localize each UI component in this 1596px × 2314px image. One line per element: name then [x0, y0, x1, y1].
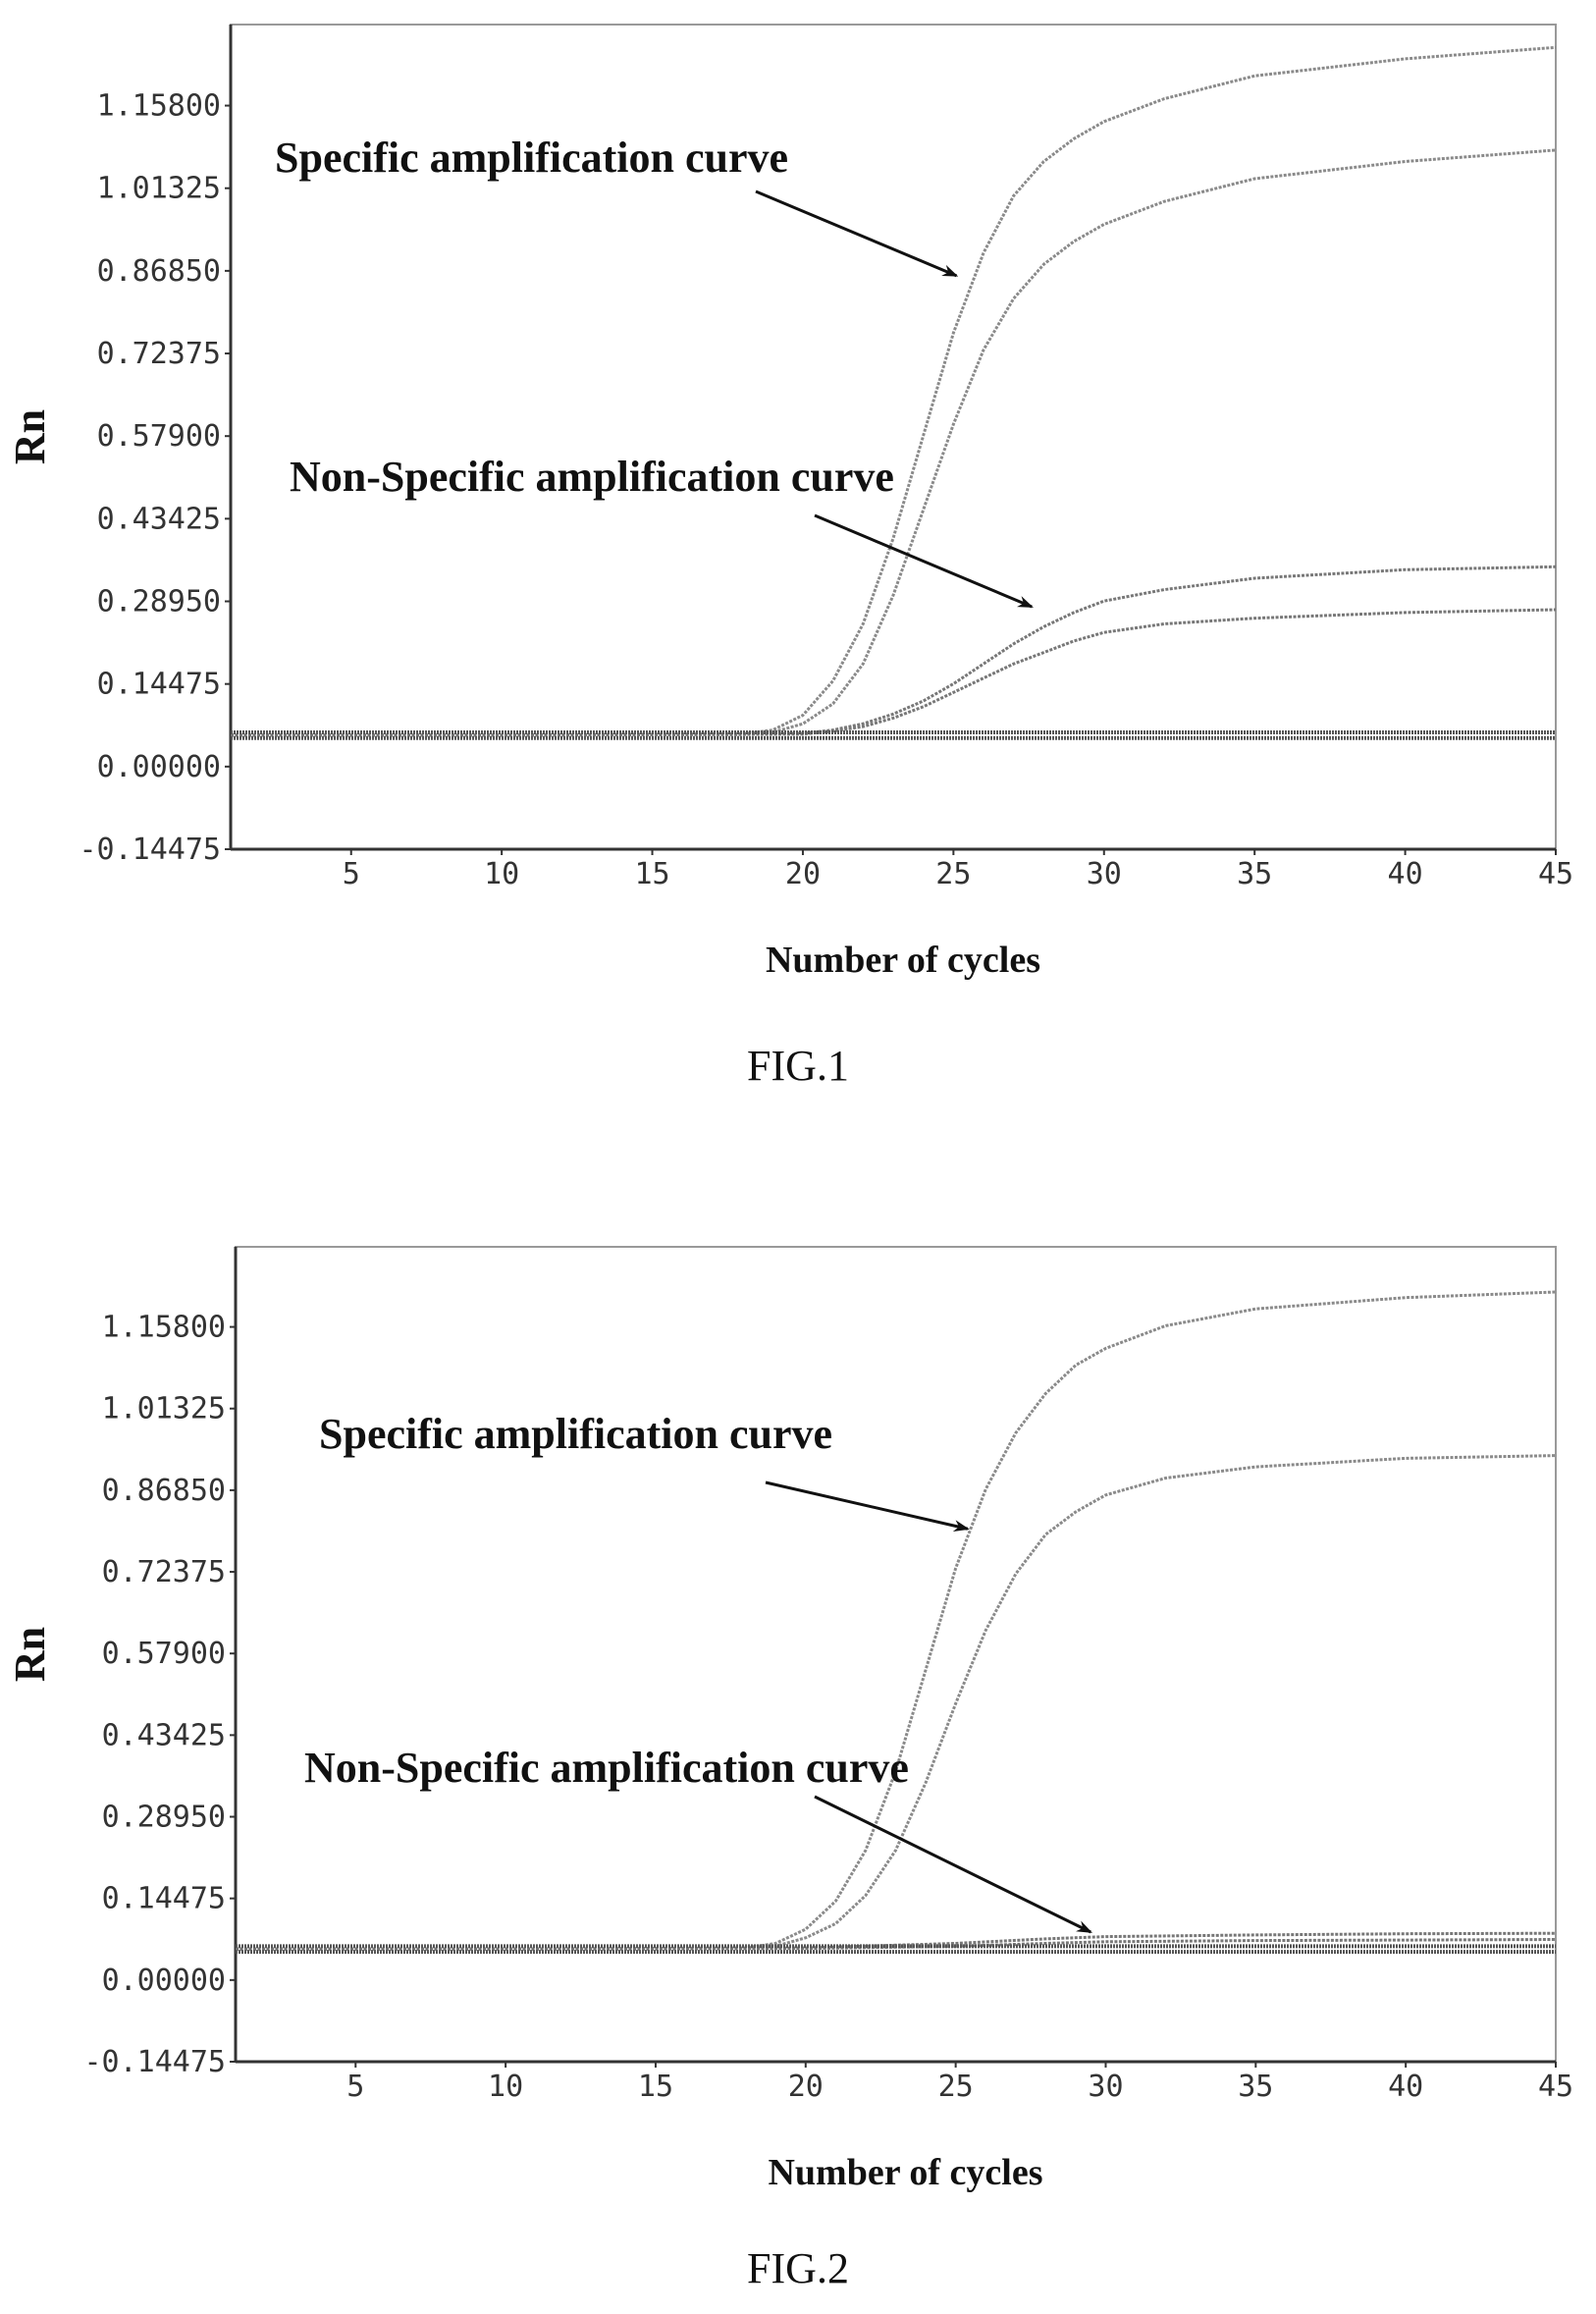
y-tick-label: 0.28950 [102, 1801, 226, 1835]
y-tick-label: 0.43425 [102, 1718, 226, 1752]
plot-area [230, 24, 1557, 850]
x-tick-label: 30 [1087, 857, 1122, 891]
annotation-arrow [814, 513, 1034, 609]
x-tick-label: 35 [1237, 857, 1272, 891]
y-tick-label: 1.01325 [102, 1392, 226, 1426]
y-tick-label: 0.28950 [97, 585, 221, 619]
y-tick-label: 0.14475 [97, 668, 221, 702]
y-tick-label: 1.01325 [97, 172, 221, 206]
x-tick-label: 15 [634, 857, 669, 891]
x-tick-label: 5 [343, 857, 360, 891]
x-tick-label: 15 [638, 2070, 673, 2104]
y-tick-label: 0.00000 [102, 1964, 226, 1998]
x-tick-label: 40 [1388, 2070, 1423, 2104]
specific-amplification-line [236, 1290, 1557, 1951]
x-tick-label: 20 [788, 2070, 824, 2104]
x-axis-title: Number of cycles [766, 940, 1040, 981]
y-tick-label: 0.14475 [102, 1882, 226, 1916]
x-axis-title: Number of cycles [768, 2152, 1042, 2193]
y-axis-title: Rn [6, 1627, 54, 1682]
y-tick-label: 0.57900 [97, 419, 221, 454]
x-tick-label: 10 [484, 857, 519, 891]
x-tick-label: 30 [1088, 2070, 1123, 2104]
plot-area [235, 1246, 1557, 2063]
y-tick-label: 1.15800 [97, 89, 221, 124]
annotation-label: Specific amplification curve [319, 1410, 832, 1458]
figure-caption: FIG.2 [747, 2244, 849, 2292]
x-tick-label: 25 [938, 2070, 974, 2104]
x-tick-label: 40 [1388, 857, 1423, 891]
y-tick-label: 0.57900 [102, 1637, 226, 1671]
figure-2-chart: -0.14475 0.00000 0.14475 0.28950 0.43425 0.57… [6, 1246, 1573, 2292]
y-tick-label: 0.72375 [97, 337, 221, 371]
x-tick-label: 10 [488, 2070, 523, 2104]
y-tick-label: 0.00000 [97, 750, 221, 784]
annotation-arrow [814, 1795, 1092, 1934]
x-tick-label: 45 [1538, 857, 1573, 891]
x-tick-label: 5 [346, 2070, 364, 2104]
y-tick-label: -0.14475 [84, 2045, 227, 2079]
y-tick-label: 0.86850 [97, 254, 221, 289]
annotation-label: Non-Specific amplification curve [304, 1744, 909, 1792]
specific-amplification-line [231, 45, 1557, 737]
annotation-label: Specific amplification curve [275, 134, 788, 182]
annotation-label: Non-Specific amplification curve [290, 453, 894, 501]
y-axis-title: Rn [6, 409, 54, 464]
x-tick-label: 25 [935, 857, 971, 891]
figure-1: -0.14475 0.00000 0.14475 0.28950 0.43425 0.57… [0, 0, 1596, 1129]
specific-amplification-line [231, 148, 1557, 737]
y-tick-label: 0.72375 [102, 1555, 226, 1589]
x-tick-label: 20 [785, 857, 821, 891]
y-tick-label: 0.43425 [97, 502, 221, 536]
y-tick-label: 0.86850 [102, 1474, 226, 1508]
annotation-arrow [755, 189, 959, 278]
figure-caption: FIG.1 [747, 1042, 849, 1090]
figure-1-chart: -0.14475 0.00000 0.14475 0.28950 0.43425 0.57… [6, 24, 1573, 1090]
annotation-arrow [765, 1480, 970, 1532]
y-tick-label: 1.15800 [102, 1311, 226, 1345]
figure-2: -0.14475 0.00000 0.14475 0.28950 0.43425 0.57… [0, 1217, 1596, 2314]
x-tick-label: 35 [1238, 2070, 1273, 2104]
x-tick-label: 45 [1538, 2070, 1573, 2104]
non-specific-amplification-line [236, 1938, 1557, 1951]
y-tick-label: -0.14475 [80, 833, 222, 867]
